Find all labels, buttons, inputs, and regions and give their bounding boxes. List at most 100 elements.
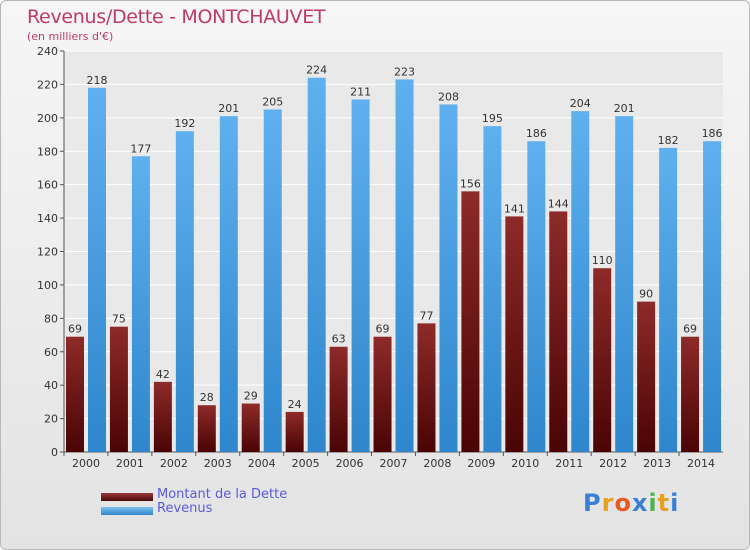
y-tick-label: 200 — [37, 112, 58, 125]
y-tick-label: 160 — [37, 179, 58, 192]
x-tick-label: 2008 — [423, 457, 451, 470]
bar-dette — [329, 346, 348, 452]
data-label: 201 — [218, 102, 239, 115]
data-label: 90 — [639, 288, 653, 301]
bar-revenus — [175, 131, 194, 452]
data-label: 186 — [526, 127, 547, 140]
data-label: 182 — [658, 134, 679, 147]
bar-dette — [549, 211, 568, 452]
y-tick-label: 20 — [44, 413, 58, 426]
logo-letter: o — [614, 489, 632, 517]
logo-letter: i — [648, 489, 658, 517]
data-label: 69 — [68, 323, 82, 336]
data-label: 218 — [87, 74, 108, 87]
data-label: 211 — [350, 85, 371, 98]
y-tick-label: 240 — [37, 45, 58, 58]
x-tick-label: 2001 — [116, 457, 144, 470]
y-tick-label: 220 — [37, 78, 58, 91]
data-label: 156 — [460, 177, 481, 190]
data-label: 204 — [570, 97, 591, 110]
bar-dette — [593, 268, 612, 452]
data-label: 75 — [112, 313, 126, 326]
data-label: 186 — [702, 127, 723, 140]
data-label: 192 — [174, 117, 195, 130]
x-tick-label: 2007 — [380, 457, 408, 470]
bar-dette — [66, 336, 84, 452]
bar-revenus — [351, 99, 370, 453]
logo-letter: P — [583, 489, 602, 517]
data-label: 42 — [156, 368, 170, 381]
x-tick-label: 2013 — [643, 457, 671, 470]
bar-revenus — [263, 109, 282, 453]
data-label: 141 — [504, 202, 525, 215]
bar-revenus — [307, 77, 326, 452]
x-tick-label: 2006 — [336, 457, 364, 470]
data-label: 28 — [200, 391, 214, 404]
data-label: 63 — [332, 333, 346, 346]
bar-dette — [681, 336, 700, 452]
bar-dette — [153, 381, 172, 452]
y-tick-label: 40 — [44, 379, 58, 392]
data-label: 201 — [614, 102, 635, 115]
x-tick-label: 2002 — [160, 457, 188, 470]
data-label: 223 — [394, 65, 415, 78]
bar-dette — [109, 326, 128, 452]
y-tick-label: 180 — [37, 145, 58, 158]
bar-revenus — [483, 126, 502, 452]
bar-revenus — [88, 87, 106, 452]
bar-revenus — [131, 156, 150, 452]
bar-revenus — [395, 79, 414, 452]
logo-letter: i — [670, 489, 680, 517]
x-tick-label: 2014 — [687, 457, 715, 470]
data-label: 144 — [548, 197, 569, 210]
x-tick-label: 2010 — [511, 457, 539, 470]
logo-letter: x — [631, 489, 649, 517]
logo-letter: r — [601, 489, 615, 517]
bar-dette — [461, 191, 480, 452]
bar-revenus — [527, 141, 546, 452]
y-tick-label: 60 — [44, 346, 58, 359]
bar-revenus — [571, 111, 590, 453]
chart-title: Revenus/Dette - MONTCHAUVET — [27, 6, 326, 28]
bar-dette — [417, 323, 436, 452]
data-label: 177 — [130, 142, 151, 155]
x-tick-label: 2011 — [555, 457, 583, 470]
legend-label-dette: Montant de la Dette — [157, 487, 288, 502]
bar-revenus — [615, 116, 634, 452]
data-label: 110 — [592, 254, 613, 267]
y-tick-label: 120 — [37, 246, 58, 259]
data-label: 205 — [262, 95, 283, 108]
y-tick-label: 80 — [44, 312, 58, 325]
data-label: 224 — [306, 64, 327, 77]
x-tick-label: 2012 — [599, 457, 627, 470]
y-tick-label: 140 — [37, 212, 58, 225]
bar-revenus — [659, 147, 678, 453]
data-label: 208 — [438, 90, 459, 103]
y-tick-label: 0 — [51, 446, 58, 459]
bar-dette — [373, 336, 392, 452]
x-tick-label: 2009 — [467, 457, 495, 470]
data-label: 29 — [244, 390, 258, 403]
chart-subtitle: (en milliers d'€) — [27, 30, 114, 43]
data-label: 69 — [376, 323, 390, 336]
bar-dette — [197, 405, 216, 452]
legend-swatch-revenus — [101, 507, 153, 515]
y-tick-label: 100 — [37, 279, 58, 292]
bar-revenus — [703, 141, 722, 452]
proxiti-logo: Proxiti — [583, 489, 679, 517]
data-label: 195 — [482, 112, 503, 125]
data-label: 69 — [683, 323, 697, 336]
x-tick-label: 2000 — [72, 457, 100, 470]
data-label: 24 — [288, 398, 302, 411]
data-label: 77 — [419, 309, 433, 322]
bar-dette — [505, 216, 524, 452]
x-tick-label: 2003 — [204, 457, 232, 470]
legend-label-revenus: Revenus — [157, 501, 213, 516]
logo-letter: t — [657, 489, 671, 517]
x-tick-label: 2004 — [248, 457, 276, 470]
bar-dette — [637, 301, 656, 452]
bar-revenus — [439, 104, 458, 452]
legend-swatch-dette — [101, 493, 153, 501]
